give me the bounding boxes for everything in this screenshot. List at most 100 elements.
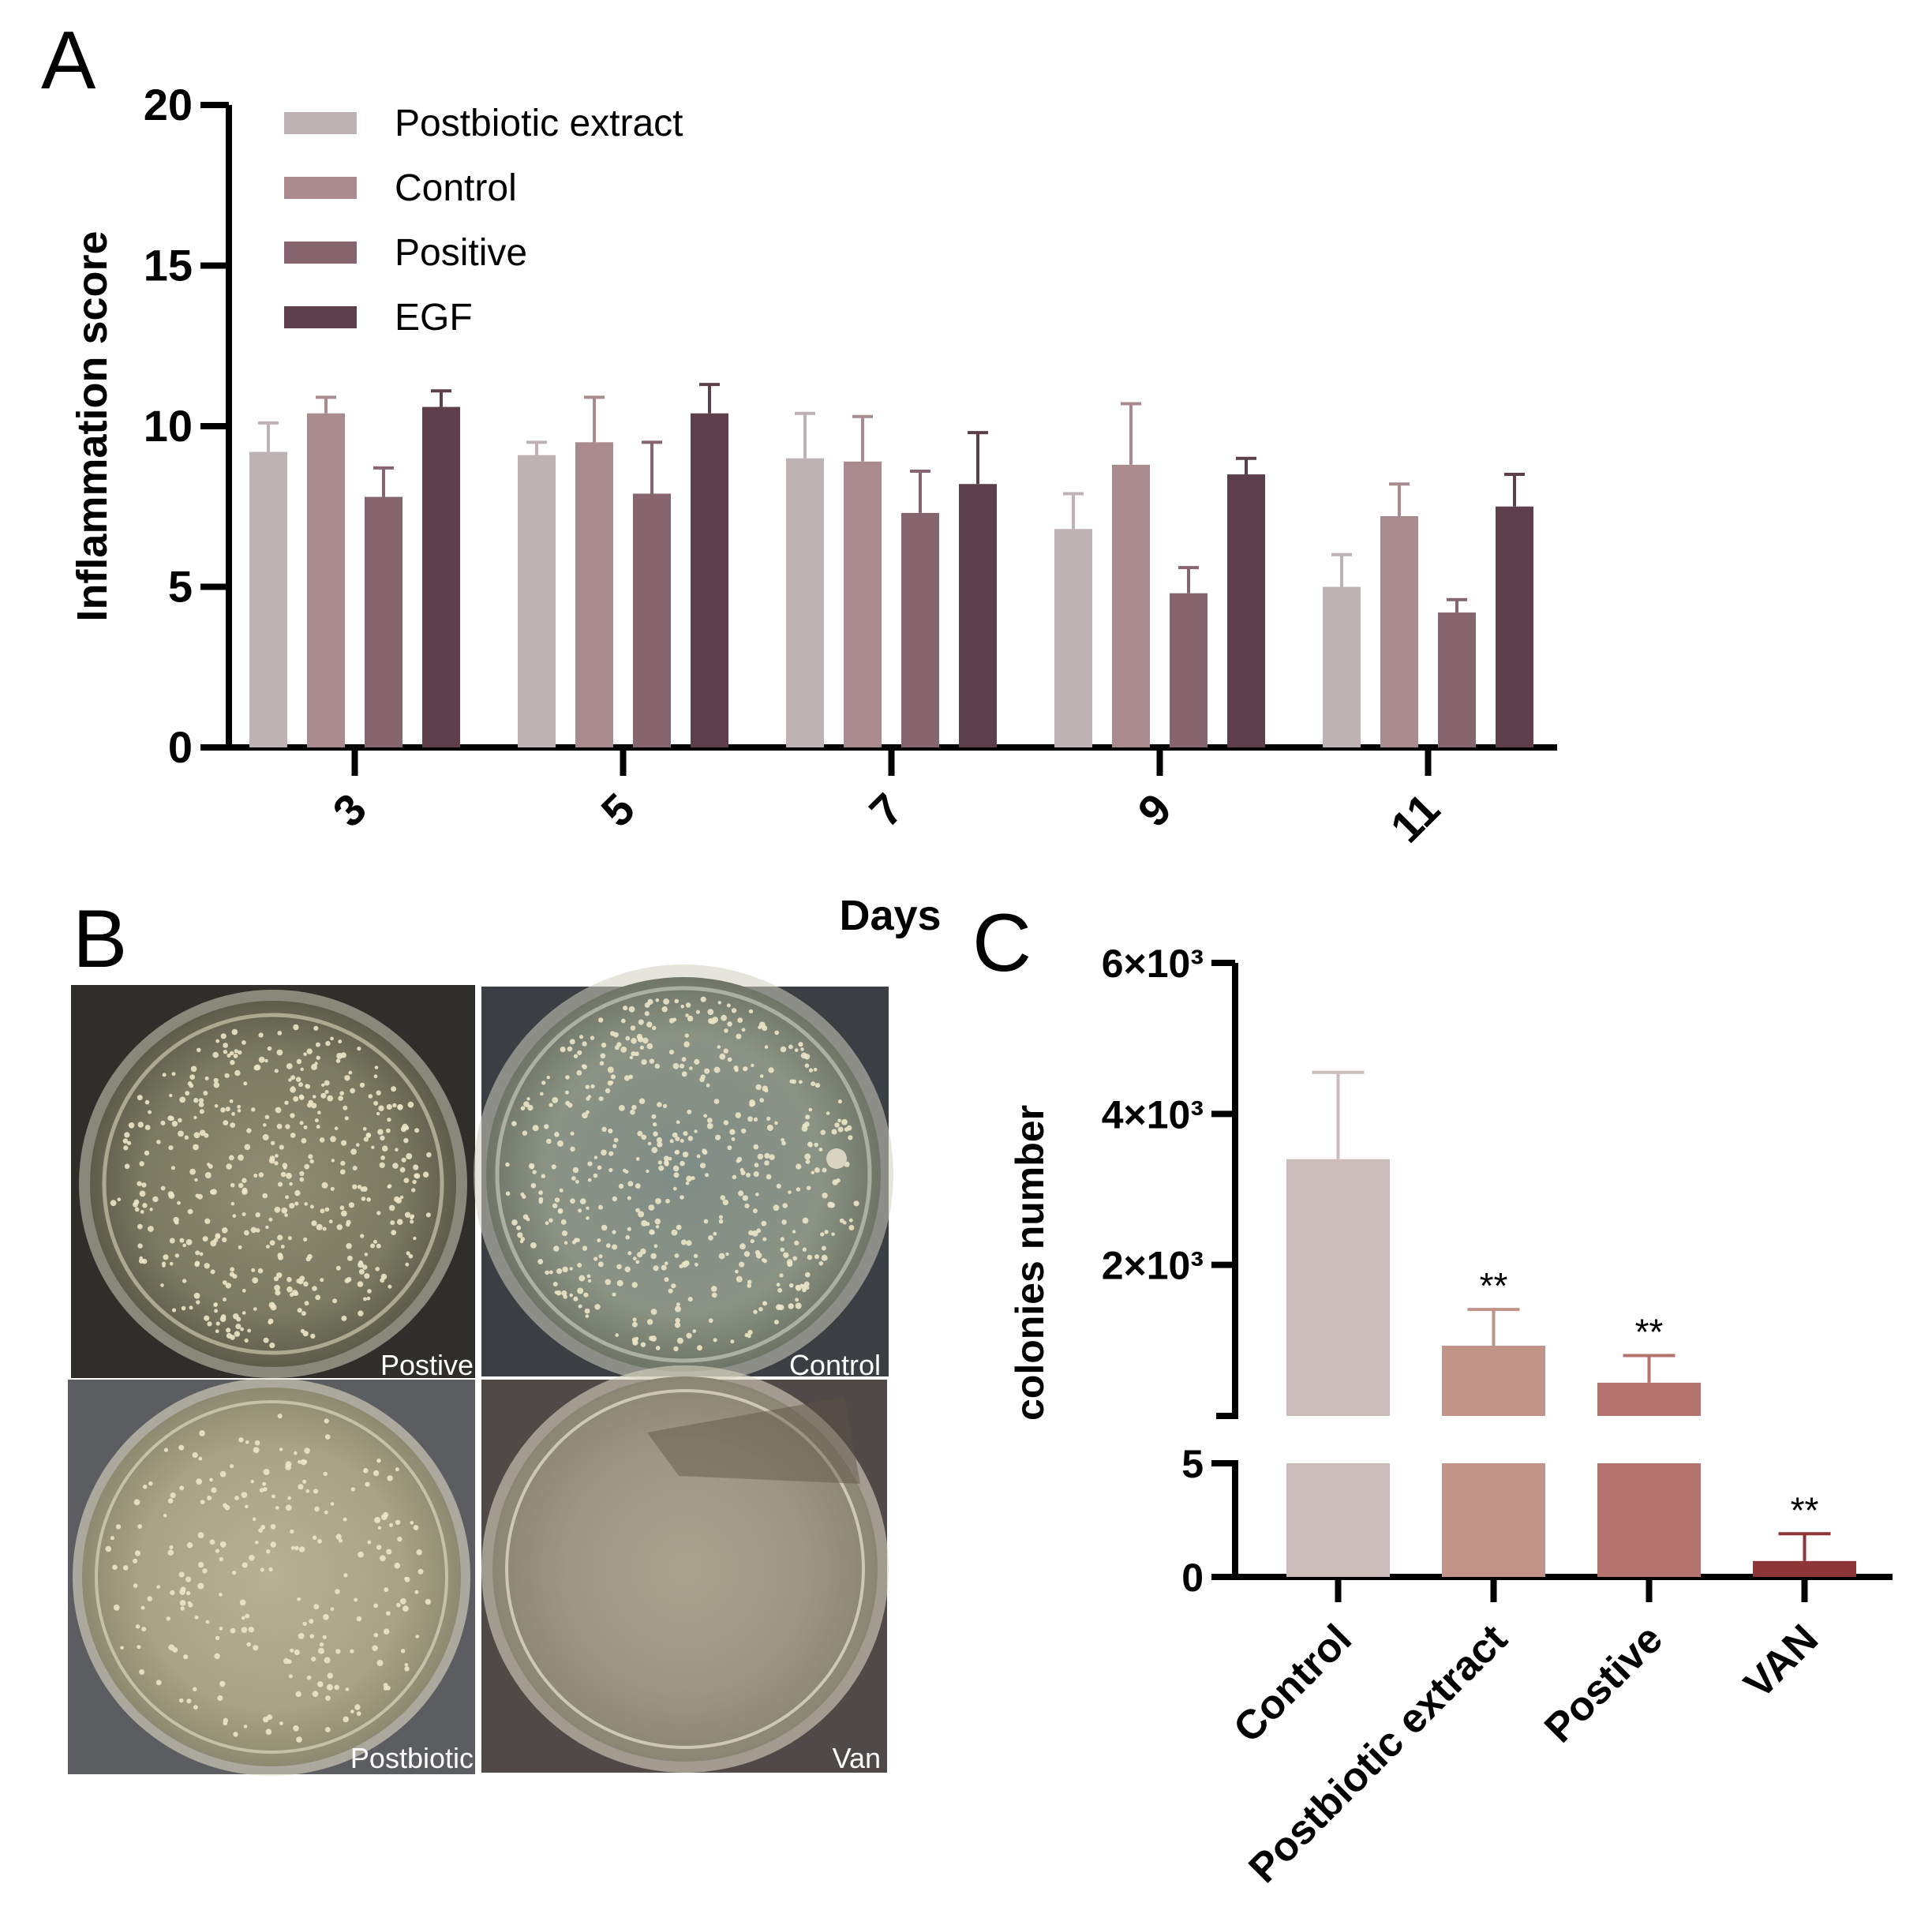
colony-dot	[635, 1260, 640, 1264]
colony-dot	[360, 1186, 365, 1192]
colony-dot	[223, 1120, 229, 1125]
plate-label-control: Control	[789, 1349, 881, 1381]
colony-dot	[224, 1073, 230, 1078]
colony-dot	[241, 1616, 245, 1620]
colony-dot	[736, 1033, 742, 1039]
colony-dot	[357, 1281, 364, 1287]
colony-dot	[618, 1183, 624, 1189]
colony-dot	[386, 1611, 391, 1616]
colony-dot	[672, 1165, 680, 1172]
colony-dot	[377, 1526, 382, 1530]
colony-dot	[168, 1145, 174, 1151]
colony-dot	[189, 1083, 194, 1088]
colony-dot	[404, 1212, 411, 1219]
colony-dot	[316, 1125, 320, 1129]
colony-dot	[341, 1315, 347, 1321]
colony-dot	[631, 1282, 638, 1288]
colony-dot	[279, 1721, 283, 1726]
colony-dot	[608, 1128, 613, 1134]
colony-dot	[729, 1129, 736, 1135]
colony-dot	[689, 1066, 693, 1070]
colony-dot	[105, 1545, 112, 1552]
colony-dot	[225, 1283, 231, 1289]
colony-dot	[301, 1311, 306, 1316]
colony-dot	[679, 1063, 685, 1069]
colony-dot	[287, 1496, 291, 1500]
colony-dot	[631, 1051, 636, 1057]
colony-dot	[764, 1045, 769, 1049]
panel-c-x-tick-label: Postbiotic extract	[1240, 1616, 1516, 1892]
colony-dot	[578, 1035, 584, 1039]
panel-a-x-tick-label: 7	[859, 784, 912, 837]
colony-dot	[181, 1305, 186, 1311]
colony-dot	[711, 1292, 717, 1298]
colony-dot	[747, 1279, 752, 1285]
colony-dot	[792, 1230, 796, 1234]
colony-dot	[270, 1541, 276, 1548]
colony-dot	[312, 1691, 319, 1698]
colony-dot	[758, 1025, 762, 1030]
colony-dot	[294, 1649, 300, 1656]
colony-dot	[230, 1201, 235, 1206]
colony-dot	[686, 1175, 692, 1182]
colony-dot	[627, 1227, 631, 1231]
colony-dot	[654, 1063, 660, 1069]
colony-dot	[284, 1100, 289, 1105]
colony-dot	[294, 1291, 299, 1296]
colony-dot	[268, 1157, 275, 1164]
colony-dot	[741, 1028, 746, 1032]
colony-dot	[274, 1161, 279, 1166]
colony-dot	[209, 1477, 213, 1482]
colony-dot	[285, 1195, 289, 1200]
colony-dot	[231, 1112, 235, 1116]
colony-dot	[598, 1017, 604, 1023]
colony-dot	[635, 1157, 640, 1161]
colony-dot	[299, 1177, 305, 1182]
colony-dot	[605, 1243, 611, 1249]
colony-dot	[391, 1086, 397, 1092]
colony-dot	[747, 1330, 753, 1335]
colony-dot	[320, 1278, 324, 1283]
colony-dot	[607, 1066, 614, 1073]
colony-dot	[229, 1099, 234, 1103]
colony-dot	[376, 1458, 381, 1463]
colony-dot	[401, 1157, 406, 1163]
colony-dot	[289, 1292, 294, 1298]
colony-dot	[359, 1082, 365, 1088]
colony-dot	[266, 1245, 270, 1249]
colony-dot	[193, 1098, 199, 1103]
colony-dot	[392, 1163, 399, 1169]
colony-dot	[681, 1057, 687, 1062]
colony-dot	[380, 1555, 386, 1562]
colony-dot	[278, 1182, 283, 1187]
panel-a-legend-swatch	[284, 242, 357, 264]
colony-dot	[575, 1238, 580, 1242]
colony-dot	[183, 1654, 189, 1660]
colony-dot	[848, 1135, 853, 1140]
colony-dot	[230, 1335, 235, 1340]
colony-dot	[802, 1247, 807, 1252]
colony-dot	[267, 1046, 272, 1051]
colony-dot	[620, 1047, 627, 1053]
colony-dot	[549, 1103, 553, 1107]
colony-dot	[573, 1054, 578, 1058]
colony-dot	[215, 1234, 221, 1239]
colony-dot	[294, 1201, 299, 1206]
colony-dot	[317, 1681, 324, 1687]
colony-dot	[695, 1262, 698, 1267]
colony-dot	[673, 1172, 680, 1178]
colony-dot	[207, 1496, 212, 1500]
colony-dot	[653, 1131, 658, 1137]
colony-dot	[148, 1481, 153, 1486]
colony-dot	[700, 1163, 706, 1169]
colony-dot	[740, 1170, 746, 1176]
colony-dot	[171, 1121, 178, 1127]
panel-a-legend-swatch	[284, 112, 357, 134]
colony-dot	[339, 1091, 345, 1095]
colony-dot	[279, 1144, 284, 1150]
colony-dot	[631, 1321, 638, 1328]
colony-dot	[827, 1201, 834, 1208]
colony-dot	[294, 1189, 301, 1197]
colony-dot	[743, 1066, 748, 1071]
panel-letter-a: A	[41, 15, 96, 107]
